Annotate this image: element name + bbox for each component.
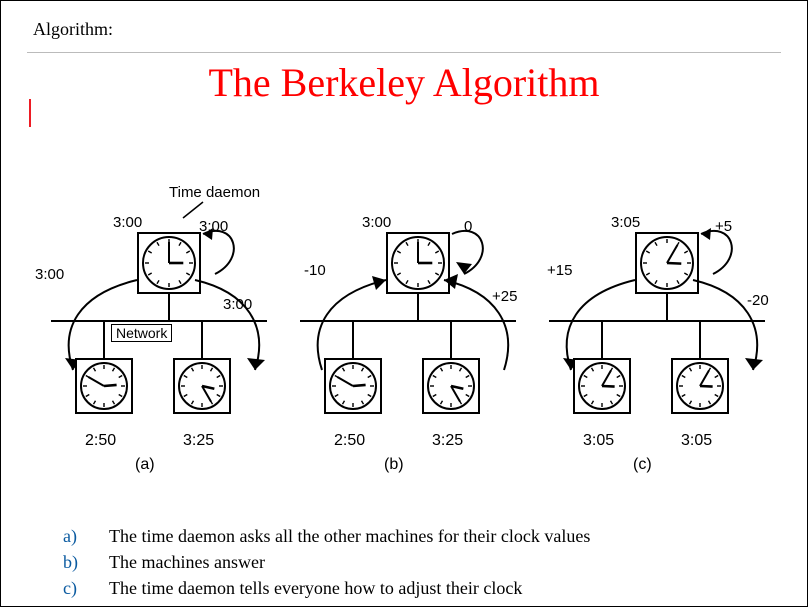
a-left-clock	[75, 358, 133, 414]
b-right-clock	[422, 358, 480, 414]
footnote-text: The time daemon asks all the other machi…	[109, 523, 590, 549]
c-selfloop-arrow	[691, 226, 745, 278]
top-heading: Algorithm:	[1, 1, 807, 46]
c-drop-left	[601, 320, 603, 358]
a-stem	[168, 294, 170, 320]
slide-title: The Berkeley Algorithm	[1, 59, 807, 106]
a-right-clock	[173, 358, 231, 414]
diagram-area: Time daemon 3:00 3:00 3:00 3:00 Network …	[31, 196, 779, 496]
c-right-time: 3:05	[681, 432, 712, 450]
b-selfloop-arrow	[442, 226, 496, 278]
a-selfloop-arrow	[193, 226, 247, 278]
c-bus-line	[549, 320, 765, 322]
a-bus-line	[51, 320, 267, 322]
a-caption: (a)	[135, 456, 155, 474]
footnote-text: The machines answer	[109, 549, 265, 575]
b-left-clock	[324, 358, 382, 414]
c-drop-right	[699, 320, 701, 358]
b-left-time: 2:50	[334, 432, 365, 450]
footnote-item: c) The time daemon tells everyone how to…	[63, 575, 590, 601]
c-right-clock	[671, 358, 729, 414]
b-bus-line	[300, 320, 516, 322]
c-left-time: 3:05	[583, 432, 614, 450]
footnote-item: b) The machines answer	[63, 549, 590, 575]
c-stem	[666, 294, 668, 320]
panel-b: 3:00 0 -10 +25 2:50 3:25 (b)	[280, 196, 529, 496]
c-left-clock	[573, 358, 631, 414]
a-left-time: 2:50	[85, 432, 116, 450]
panel-c: 3:05 +5 +15 -20 3:05 3:05 (c)	[529, 196, 778, 496]
a-top-time: 3:00	[113, 214, 142, 231]
b-right-time: 3:25	[432, 432, 463, 450]
a-network-label: Network	[111, 324, 172, 342]
footnote-list: a) The time daemon asks all the other ma…	[63, 523, 590, 601]
horizontal-rule	[27, 52, 781, 53]
footnote-tag: b)	[63, 549, 109, 575]
b-stem	[417, 294, 419, 320]
b-top-time: 3:00	[362, 214, 391, 231]
c-top-time: 3:05	[611, 214, 640, 231]
footnote-text: The time daemon tells everyone how to ad…	[109, 575, 522, 601]
a-drop-right	[201, 320, 203, 358]
b-drop-left	[352, 320, 354, 358]
b-drop-right	[450, 320, 452, 358]
footnote-item: a) The time daemon asks all the other ma…	[63, 523, 590, 549]
text-cursor	[29, 99, 31, 127]
a-right-time: 3:25	[183, 432, 214, 450]
footnote-tag: c)	[63, 575, 109, 601]
a-drop-left	[103, 320, 105, 358]
footnote-tag: a)	[63, 523, 109, 549]
b-caption: (b)	[384, 456, 404, 474]
c-caption: (c)	[633, 456, 652, 474]
panel-a: 3:00 3:00 3:00 3:00 Network 2:50 3:25 (a…	[31, 196, 280, 496]
